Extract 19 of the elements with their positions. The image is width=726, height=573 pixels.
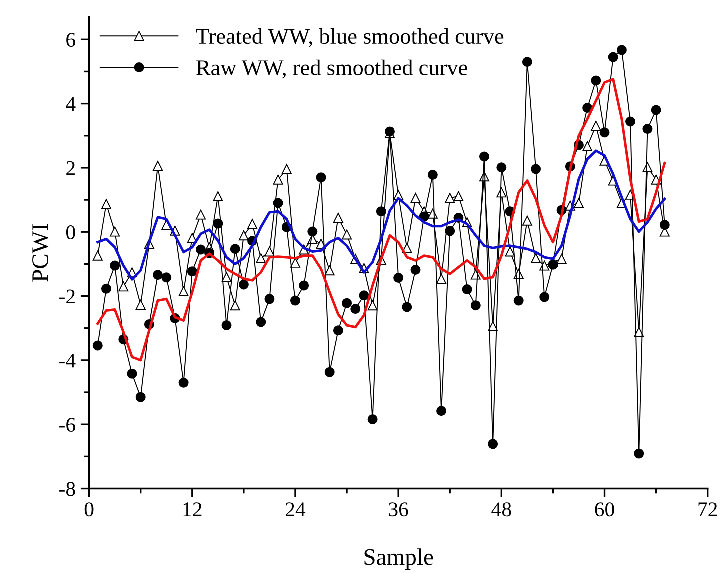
x-axis-title: Sample	[364, 548, 434, 570]
y-axis-title: PCWI	[32, 224, 49, 282]
y-tick-label: 2	[66, 161, 75, 176]
y-tick-label: -2	[60, 290, 75, 304]
y-tick-label: -6	[60, 418, 76, 432]
x-tick-label: 24	[286, 502, 306, 516]
y-tick-label: 6	[66, 33, 76, 48]
y-tick-label: 4	[66, 97, 76, 112]
x-tick-label: 36	[389, 502, 408, 517]
y-tick-label: 0	[66, 226, 76, 240]
y-tick-label: -4	[60, 354, 76, 368]
legend-label: Treated WW, blue smoothed curve	[196, 28, 504, 48]
y-tick-label: -8	[60, 482, 76, 496]
x-tick-label: 0	[84, 502, 94, 517]
x-tick-label: 12	[184, 502, 202, 516]
legend-label: Raw WW, red smoothed curve	[196, 60, 468, 79]
x-tick-label: 72	[698, 502, 718, 516]
x-tick-label: 60	[595, 502, 614, 517]
x-tick-label: 48	[492, 502, 512, 517]
